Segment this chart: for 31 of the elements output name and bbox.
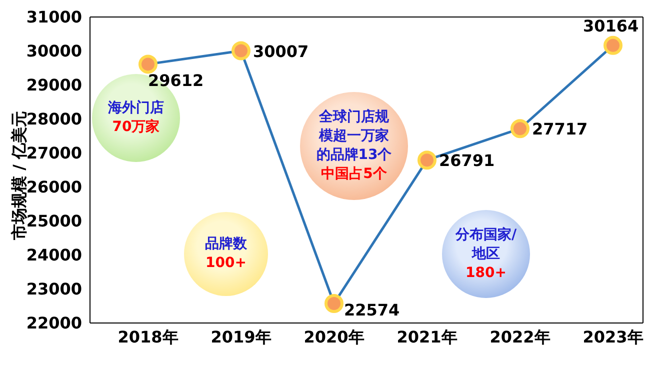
y-tick-label: 30000 bbox=[26, 42, 82, 61]
x-tick-label: 2023年 bbox=[582, 327, 644, 346]
y-axis-title: 市场规模 / 亿美元 bbox=[10, 111, 29, 241]
annotation: 70万家 bbox=[111, 118, 161, 137]
y-tick-label: 26000 bbox=[26, 178, 82, 197]
x-tick-label: 2020年 bbox=[304, 327, 364, 346]
data-label: 26791 bbox=[439, 151, 495, 170]
annotation: 180+ bbox=[464, 264, 508, 282]
y-tick-label: 31000 bbox=[26, 8, 82, 27]
y-tick-label: 23000 bbox=[26, 280, 82, 299]
y-tick-label: 27000 bbox=[26, 144, 82, 163]
x-tick-label: 2021年 bbox=[396, 327, 458, 346]
data-label: 29612 bbox=[148, 71, 204, 90]
data-label: 27717 bbox=[532, 120, 588, 139]
annotation: 全球门店规模超一万家的品牌13个 bbox=[316, 108, 392, 165]
annotation: 100+ bbox=[204, 254, 248, 273]
x-tick-label: 2018年 bbox=[118, 327, 178, 346]
data-label: 22574 bbox=[344, 300, 400, 320]
data-label: 30007 bbox=[253, 42, 309, 61]
y-tick-label: 22000 bbox=[26, 314, 82, 333]
x-tick-label: 2019年 bbox=[210, 327, 272, 346]
y-tick-label: 28000 bbox=[26, 110, 82, 129]
annotation: 分布国家/地区 bbox=[454, 226, 518, 264]
y-tick-label: 24000 bbox=[26, 246, 82, 265]
annotation: 品牌数 bbox=[204, 235, 248, 254]
y-tick-label: 29000 bbox=[26, 76, 82, 95]
annotation: 中国占5个 bbox=[320, 165, 388, 184]
annotation: 海外门店 bbox=[107, 99, 165, 118]
x-tick-label: 2022年 bbox=[490, 327, 550, 346]
y-tick-label: 25000 bbox=[26, 212, 82, 231]
data-label: 30164 bbox=[583, 16, 639, 36]
